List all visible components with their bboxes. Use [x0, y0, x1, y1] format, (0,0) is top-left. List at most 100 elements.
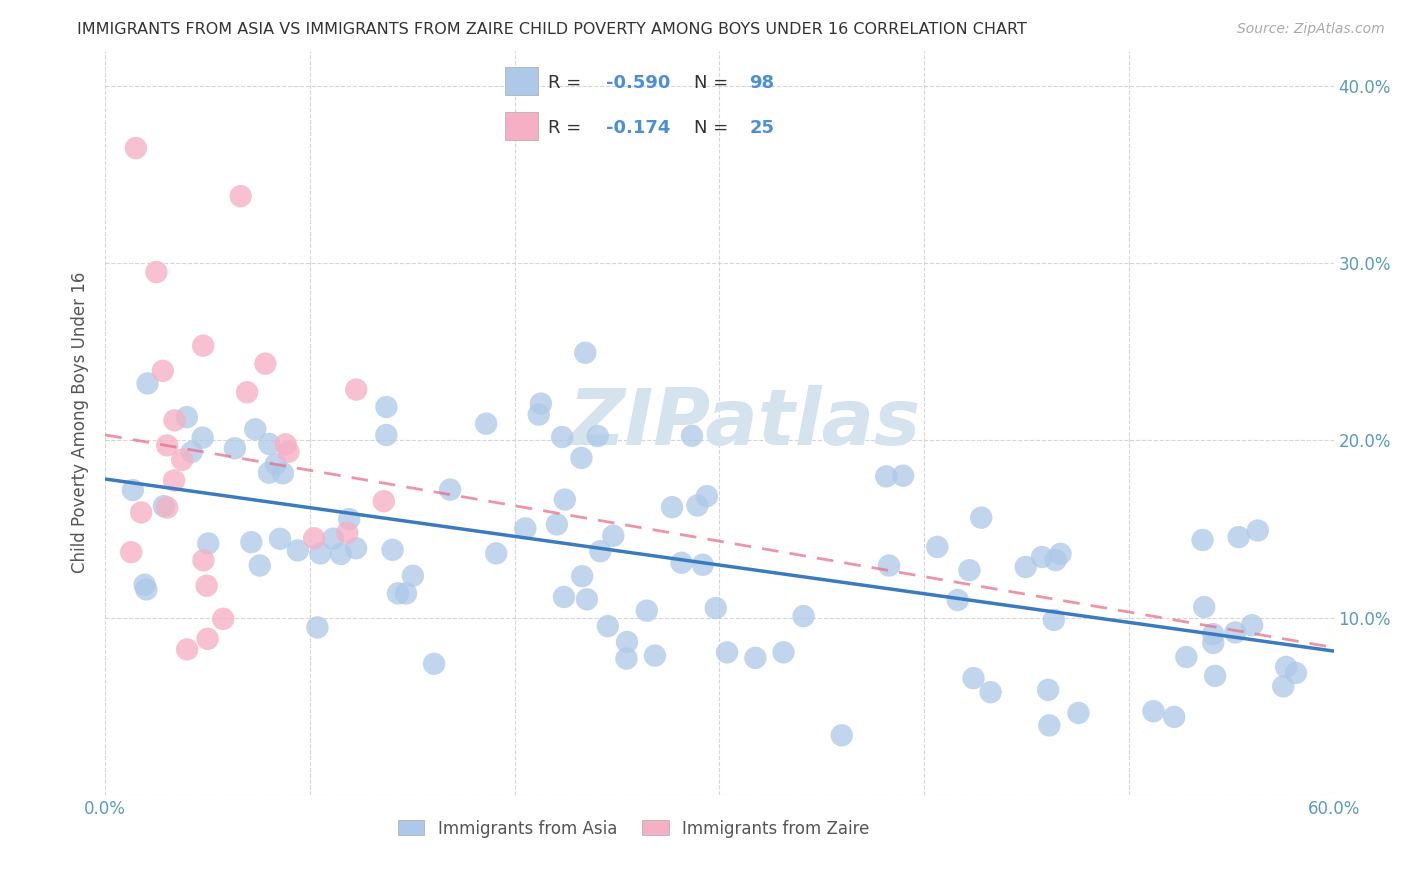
Point [135, 582, 157, 597]
Point [336, 525, 359, 540]
Point [671, 556, 693, 570]
Point [1038, 718, 1060, 732]
Point [574, 345, 596, 359]
Point [259, 437, 281, 451]
Point [692, 558, 714, 572]
Point [240, 535, 263, 549]
Point [551, 430, 574, 444]
Point [1067, 706, 1090, 720]
Point [891, 468, 914, 483]
Point [1192, 600, 1215, 615]
Point [134, 578, 156, 592]
Text: ZIPatlas: ZIPatlas [568, 384, 920, 460]
Point [602, 529, 624, 543]
Point [180, 445, 202, 459]
Point [245, 422, 267, 436]
Point [875, 469, 897, 483]
Point [772, 645, 794, 659]
Point [530, 396, 553, 410]
Point [980, 685, 1002, 699]
Point [946, 593, 969, 607]
Point [1204, 669, 1226, 683]
Point [696, 489, 718, 503]
Point [257, 466, 280, 480]
Point [322, 532, 344, 546]
Point [571, 569, 593, 583]
Point [1045, 553, 1067, 567]
Point [1247, 524, 1270, 538]
Point [1241, 618, 1264, 632]
Point [1036, 682, 1059, 697]
Point [1202, 627, 1225, 641]
Point [1191, 533, 1213, 547]
Point [125, 141, 148, 155]
Point [269, 532, 291, 546]
Point [191, 431, 214, 445]
Point [616, 635, 638, 649]
Point [744, 651, 766, 665]
Point [375, 428, 398, 442]
Point [249, 558, 271, 573]
Point [686, 499, 709, 513]
Point [596, 619, 619, 633]
Point [229, 189, 252, 203]
Y-axis label: Child Poverty Among Boys Under 16: Child Poverty Among Boys Under 16 [72, 272, 89, 574]
Point [176, 410, 198, 425]
Point [1272, 679, 1295, 693]
Point [716, 645, 738, 659]
Point [527, 408, 550, 422]
Point [1142, 704, 1164, 718]
Point [1227, 530, 1250, 544]
Point [831, 728, 853, 742]
Point [927, 540, 949, 554]
Point [344, 383, 367, 397]
Point [681, 429, 703, 443]
Point [439, 483, 461, 497]
Point [121, 483, 143, 497]
Point [423, 657, 446, 671]
Point [381, 542, 404, 557]
Point [156, 438, 179, 452]
Point [120, 545, 142, 559]
Point [704, 601, 727, 615]
Point [661, 500, 683, 515]
Point [1202, 636, 1225, 650]
Point [546, 517, 568, 532]
Point [1275, 660, 1298, 674]
Point [1049, 547, 1071, 561]
Legend: Immigrants from Asia, Immigrants from Zaire: Immigrants from Asia, Immigrants from Za… [389, 811, 877, 846]
Point [1285, 665, 1308, 680]
Point [264, 457, 287, 471]
Point [307, 620, 329, 634]
Point [636, 604, 658, 618]
Point [571, 450, 593, 465]
Point [197, 536, 219, 550]
Point [193, 553, 215, 567]
Point [277, 444, 299, 458]
Point [1175, 650, 1198, 665]
Point [616, 651, 638, 665]
Point [962, 671, 984, 685]
Point [254, 357, 277, 371]
Point [586, 429, 609, 443]
Point [172, 452, 194, 467]
Text: Source: ZipAtlas.com: Source: ZipAtlas.com [1237, 22, 1385, 37]
Point [957, 563, 980, 577]
Point [337, 512, 360, 526]
Point [1043, 613, 1066, 627]
Point [302, 531, 325, 545]
Point [156, 500, 179, 515]
Point [475, 417, 498, 431]
Point [485, 546, 508, 560]
Point [970, 510, 993, 524]
Point [274, 437, 297, 451]
Point [145, 265, 167, 279]
Point [163, 413, 186, 427]
Point [1225, 625, 1247, 640]
Point [375, 400, 398, 414]
Point [163, 474, 186, 488]
Point [129, 505, 152, 519]
Point [152, 364, 174, 378]
Point [1163, 710, 1185, 724]
Point [1014, 560, 1036, 574]
